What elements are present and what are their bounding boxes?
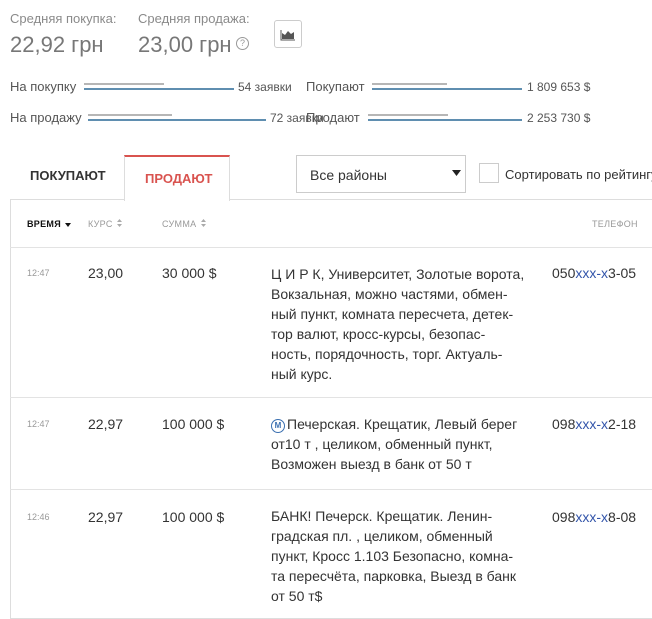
sell-orders-count: 72 заявки [270, 111, 324, 125]
avg-buy-label: Средняя покупка: [10, 11, 117, 26]
row-time: 12:47 [27, 268, 50, 278]
description-line: тор валют, кросс-курсы, безопас- [271, 326, 486, 342]
row-rate: 23,00 [88, 265, 124, 281]
header-rate[interactable]: КУРС [88, 219, 123, 229]
buyers-amount: 1 809 653 $ [527, 80, 591, 94]
sellers-bar-grey [368, 114, 448, 116]
description-line: от 50 т$ [271, 588, 323, 604]
phone-mask[interactable]: xxx-x [575, 509, 609, 525]
row-description: М Печерская. Крещатик, Левый берег от10 т… [271, 414, 531, 474]
header-time-label: ВРЕМЯ [27, 219, 61, 229]
header-rate-label: КУРС [88, 219, 113, 229]
tab-selling-label: ПРОДАЮТ [145, 171, 213, 186]
help-icon[interactable]: ? [236, 37, 249, 50]
description-line: Возможен выезд в банк от 50 т [271, 456, 472, 472]
description-line: Ц И Р К, Университет, Золотые ворота, [271, 266, 525, 282]
row-sum: 100 000 $ [162, 509, 225, 525]
description-line: ность, порядочность, торг. Актуаль- [271, 346, 503, 362]
phone-mask[interactable]: xxx-x [575, 265, 609, 281]
district-select-value: Все районы [310, 167, 387, 183]
phone-mask[interactable]: xxx-x [575, 416, 609, 432]
row-phone[interactable]: 098xxx-x2-18 [552, 416, 636, 432]
description-line: БАНК! Печерск. Крещатик. Ленин- [271, 508, 493, 524]
row-time: 12:46 [27, 512, 50, 522]
sellers-amount: 2 253 730 $ [527, 111, 591, 125]
sell-orders-bar [88, 119, 266, 121]
description-line: М Печерская. Крещатик, Левый берег [271, 414, 531, 434]
sort-both-icon [201, 219, 207, 227]
buy-orders-count: 54 заявки [238, 80, 292, 94]
phone-suffix: 3-05 [608, 265, 637, 281]
buyers-bar [372, 88, 522, 90]
phone-suffix: 8-08 [608, 509, 637, 525]
row-description: БАНК! Печерск. Крещатик. Ленин- градская… [271, 506, 531, 606]
row-time: 12:47 [27, 419, 50, 429]
row-phone[interactable]: 098xxx-x8-08 [552, 509, 636, 525]
sell-orders-bar-grey [88, 114, 172, 116]
sort-both-icon [117, 219, 123, 227]
description-line: Вокзальная, можно частями, обмен- [271, 286, 508, 302]
row-phone[interactable]: 050xxx-x3-05 [552, 265, 636, 281]
description-line: пункт, Кросс 1.103 Безопасно, комна- [271, 548, 514, 564]
row-divider [10, 247, 652, 248]
description-line: ный курс. [271, 366, 333, 382]
buyers-bar-grey [372, 83, 447, 85]
phone-prefix: 098 [552, 509, 576, 525]
avg-buy-value: 22,92 грн [10, 32, 104, 57]
buy-orders-bar-grey [84, 83, 164, 85]
description-text: Печерская. Крещатик, Левый берег [287, 416, 518, 432]
sellers-bar [368, 119, 522, 121]
tab-buying[interactable]: ПОКУПАЮТ [30, 168, 106, 183]
row-rate: 22,97 [88, 416, 124, 432]
phone-suffix: 2-18 [608, 416, 637, 432]
header-time[interactable]: ВРЕМЯ [27, 219, 71, 229]
dropdown-arrow-icon [452, 170, 461, 176]
sort-rating-checkbox[interactable] [479, 163, 499, 183]
header-sum-label: СУММА [162, 219, 197, 229]
buy-orders-bar [84, 88, 234, 90]
avg-sell-label: Средняя продажа: [138, 11, 250, 26]
sellers-label: Продают [306, 110, 360, 125]
description-line: градская пл. , целиком, обменный [271, 528, 493, 544]
row-sum: 30 000 $ [162, 265, 217, 281]
area-chart-icon [280, 30, 295, 41]
buyers-label: Покупают [306, 79, 365, 94]
description-line: от10 т , целиком, обменный пункт, [271, 436, 493, 452]
description-line: та пересчёта, парковка, Выезд в банк [271, 568, 516, 584]
tab-selling[interactable] [124, 155, 230, 201]
sell-orders-label: На продажу [10, 110, 82, 125]
metro-icon: М [271, 419, 285, 433]
phone-prefix: 050 [552, 265, 576, 281]
row-divider [10, 397, 652, 398]
sort-rating-label: Сортировать по рейтингу [505, 167, 652, 182]
header-sum[interactable]: СУММА [162, 219, 207, 229]
phone-prefix: 098 [552, 416, 576, 432]
buy-orders-label: На покупку [10, 79, 77, 94]
row-sum: 100 000 $ [162, 416, 225, 432]
sort-desc-icon [64, 223, 71, 227]
district-select[interactable]: Все районы [296, 155, 466, 193]
header-phone: ТЕЛЕФОН [592, 219, 638, 229]
description-line: ный пункт, комната пересчета, детек- [271, 306, 514, 322]
chart-button[interactable] [274, 20, 302, 48]
row-rate: 22,97 [88, 509, 124, 525]
row-divider [10, 489, 652, 490]
row-description: Ц И Р К, Университет, Золотые ворота, Во… [271, 264, 531, 384]
avg-sell-value: 23,00 грн [138, 32, 232, 57]
